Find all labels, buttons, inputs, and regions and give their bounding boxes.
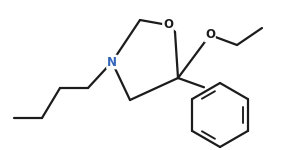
Text: N: N [107,56,117,69]
Text: O: O [163,18,173,32]
Text: O: O [205,28,215,42]
